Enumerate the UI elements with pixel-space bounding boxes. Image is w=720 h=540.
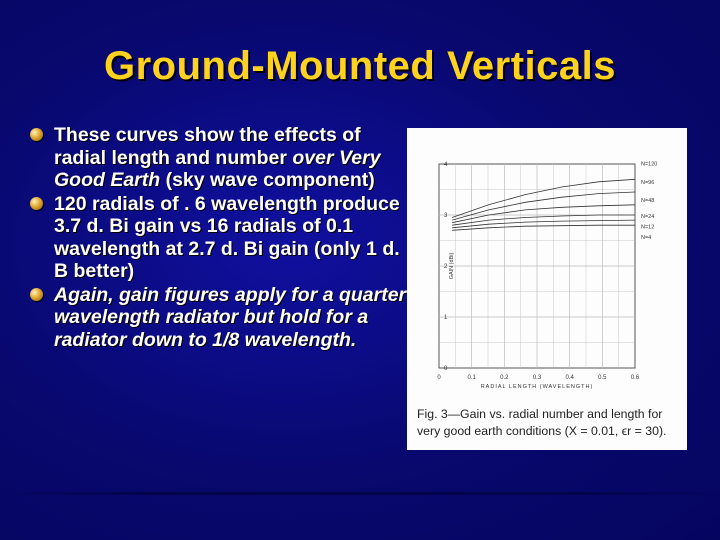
series-label: N=24 [641,214,654,220]
bullet-item: These curves show the effects of radial … [28,124,408,192]
series-label: N=4 [641,235,651,241]
bullet-text-a: These curves show the effects of radial … [54,124,361,169]
bullet-icon [30,287,43,301]
x-tick-label: 0 [437,375,441,381]
figure-caption: Fig. 3—Gain vs. radial number and length… [417,407,667,438]
x-tick-label: 0.4 [565,375,574,381]
series-line [452,219,636,229]
x-tick-label: 0.6 [631,375,640,381]
series-label: N=12 [641,224,654,230]
bullet-icon [30,128,43,141]
footer-divider [0,492,720,495]
y-tick-label: 4 [444,162,448,168]
x-axis-label: RADIAL LENGTH (WAVELENGTH) [481,384,594,390]
series-line [451,191,636,221]
series-line [452,214,635,226]
figure-panel: 0 0.1 0.2 0.3 0.4 0.5 0.6 0 1 2 3 4 RADIAL LENGTH (W… [407,128,687,450]
bullet-text-italic: over Very Good Earth [54,146,381,192]
bullet-list: These curves show the effects of radial … [28,124,408,351]
series-label: N=96 [641,180,654,186]
series-line [452,204,636,224]
bullet-text-b: (sky wave component) [160,169,375,191]
series-label: N=120 [641,162,657,168]
y-axis-label: GAIN (dBi) [449,253,455,280]
bullet-icon [30,196,43,210]
gain-chart: 0 0.1 0.2 0.3 0.4 0.5 0.6 0 1 2 3 4 RADIAL LENGTH (W… [437,162,657,390]
y-tick-label: 1 [444,315,448,321]
y-tick-label: 0 [444,366,448,372]
bullet-item: 120 radials of . 6 wavelength produce 3.… [28,193,408,283]
bullet-text: Again, gain figures apply for a quarter … [54,283,407,351]
y-tick-label: 2 [444,264,448,270]
x-tick-label: 0.3 [533,375,542,381]
bullet-item: Again, gain figures apply for a quarter … [28,284,408,352]
slide-title: Ground-Mounted Verticals [103,44,617,88]
series-line [451,178,636,218]
bullet-text: 120 radials of . 6 wavelength produce 3.… [54,192,400,283]
x-tick-label: 0.5 [598,375,607,381]
x-tick-label: 0.1 [467,375,476,381]
series-line [452,224,635,231]
series-label: N=48 [641,198,654,204]
x-tick-label: 0.2 [500,375,509,381]
y-tick-label: 3 [444,213,448,219]
